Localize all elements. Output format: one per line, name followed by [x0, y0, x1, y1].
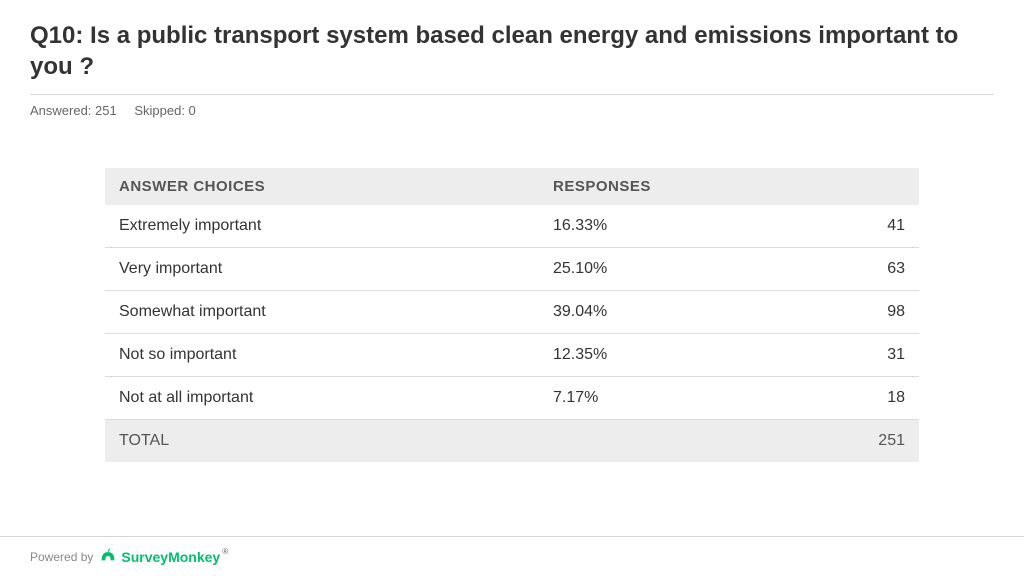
table-row: Extremely important 16.33% 41 — [105, 205, 919, 248]
choice-label: Extremely important — [105, 205, 539, 248]
choice-pct: 39.04% — [539, 291, 799, 334]
header-answer-choices: ANSWER CHOICES — [105, 168, 539, 205]
table-header-row: ANSWER CHOICES RESPONSES — [105, 168, 919, 205]
header-count — [799, 168, 919, 205]
choice-pct: 7.17% — [539, 377, 799, 420]
total-count: 251 — [799, 420, 919, 463]
choice-label: Very important — [105, 248, 539, 291]
powered-by-label: Powered by — [30, 550, 93, 564]
answered-count: Answered: 251 — [30, 103, 117, 118]
question-title: Q10: Is a public transport system based … — [30, 20, 994, 95]
choice-count: 63 — [799, 248, 919, 291]
table-row: Very important 25.10% 63 — [105, 248, 919, 291]
choice-label: Somewhat important — [105, 291, 539, 334]
total-pct — [539, 420, 799, 463]
response-meta: Answered: 251 Skipped: 0 — [30, 95, 994, 118]
header-responses: RESPONSES — [539, 168, 799, 205]
skipped-count: Skipped: 0 — [134, 103, 195, 118]
table-row: Not so important 12.35% 31 — [105, 334, 919, 377]
results-table: ANSWER CHOICES RESPONSES Extremely impor… — [105, 168, 919, 462]
choice-pct: 25.10% — [539, 248, 799, 291]
choice-pct: 12.35% — [539, 334, 799, 377]
brand-trademark: ® — [222, 547, 228, 556]
choice-label: Not so important — [105, 334, 539, 377]
total-label: TOTAL — [105, 420, 539, 463]
footer: Powered by SurveyMonkey ® — [0, 536, 1024, 576]
choice-count: 31 — [799, 334, 919, 377]
results-table-container: ANSWER CHOICES RESPONSES Extremely impor… — [105, 168, 919, 462]
choice-count: 18 — [799, 377, 919, 420]
table-row: Not at all important 7.17% 18 — [105, 377, 919, 420]
brand: SurveyMonkey ® — [99, 547, 230, 566]
choice-pct: 16.33% — [539, 205, 799, 248]
choice-count: 41 — [799, 205, 919, 248]
table-row: Somewhat important 39.04% 98 — [105, 291, 919, 334]
total-row: TOTAL 251 — [105, 420, 919, 463]
brand-name: SurveyMonkey — [121, 549, 220, 565]
choice-label: Not at all important — [105, 377, 539, 420]
surveymonkey-icon — [99, 547, 117, 566]
choice-count: 98 — [799, 291, 919, 334]
